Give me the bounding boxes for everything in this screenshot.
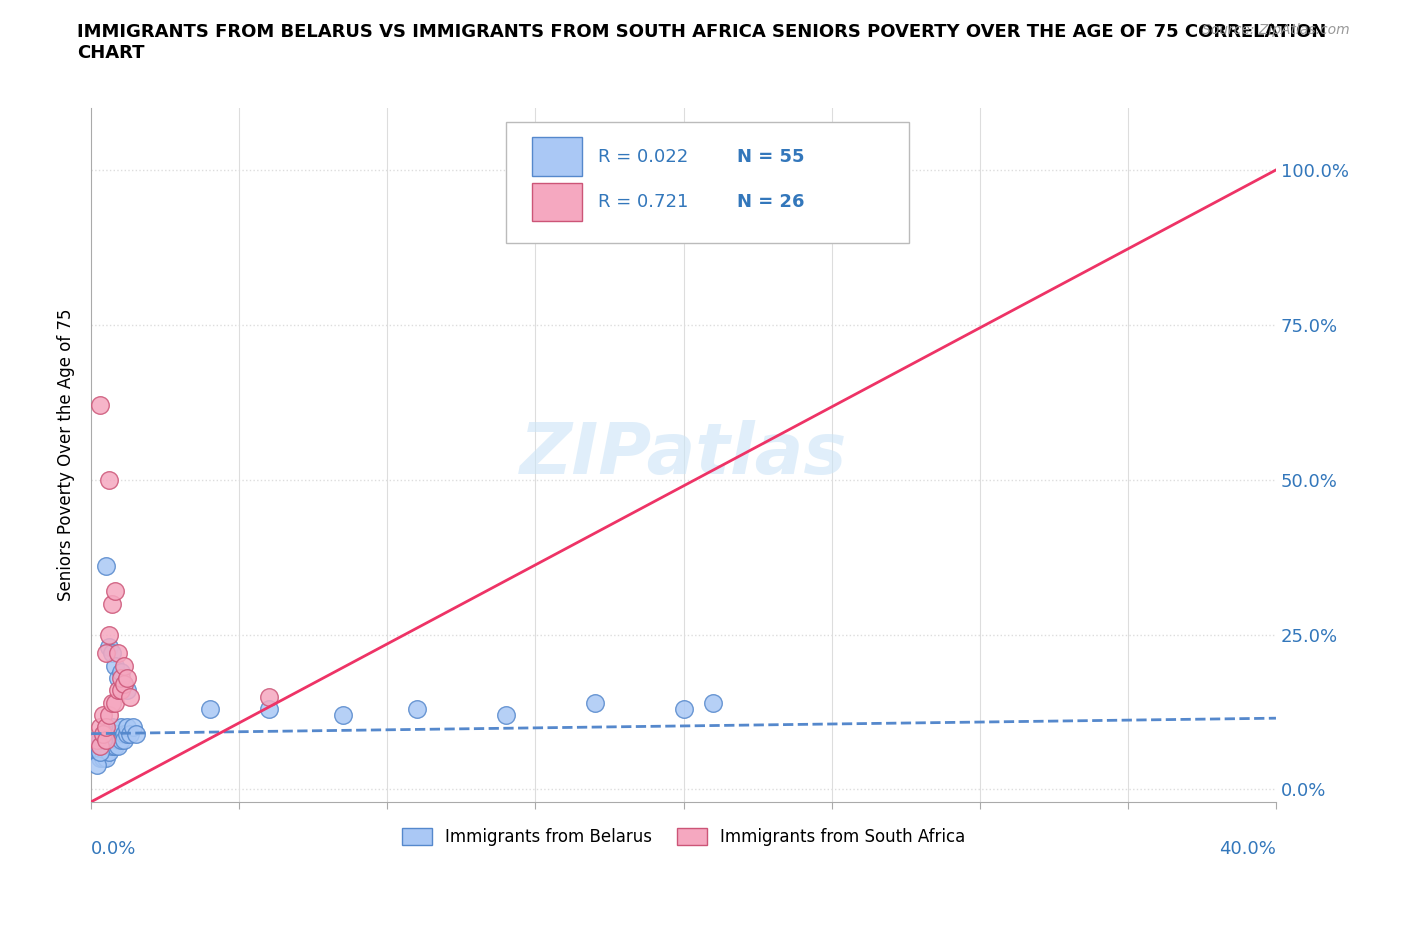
Point	[110, 683, 132, 698]
Text: Source: ZipAtlas.com: Source: ZipAtlas.com	[1202, 23, 1350, 37]
Text: N = 26: N = 26	[737, 193, 804, 211]
Point	[97, 733, 120, 748]
Point	[107, 733, 129, 748]
Point	[495, 708, 517, 723]
Point	[94, 738, 117, 753]
Point	[89, 751, 111, 766]
Point	[89, 745, 111, 760]
Point	[91, 733, 114, 748]
Point	[104, 584, 127, 599]
Bar	[531, 182, 582, 220]
Point	[104, 696, 127, 711]
Point	[672, 701, 695, 716]
Text: ZIPatlas: ZIPatlas	[520, 420, 848, 489]
Point	[107, 671, 129, 685]
Text: IMMIGRANTS FROM BELARUS VS IMMIGRANTS FROM SOUTH AFRICA SENIORS POVERTY OVER THE: IMMIGRANTS FROM BELARUS VS IMMIGRANTS FR…	[77, 23, 1327, 62]
Point	[332, 708, 354, 723]
Point	[198, 701, 221, 716]
Bar	[531, 138, 582, 176]
Point	[91, 708, 114, 723]
FancyBboxPatch shape	[506, 122, 908, 244]
Point	[97, 726, 120, 741]
Point	[91, 738, 114, 753]
Point	[104, 733, 127, 748]
Point	[97, 738, 120, 753]
Point	[702, 696, 724, 711]
Point	[101, 596, 124, 611]
Text: N = 55: N = 55	[737, 148, 804, 166]
Point	[89, 738, 111, 753]
Point	[115, 671, 138, 685]
Point	[91, 726, 114, 741]
Text: R = 0.721: R = 0.721	[598, 193, 689, 211]
Text: 0.0%: 0.0%	[91, 840, 136, 858]
Point	[94, 745, 117, 760]
Point	[94, 733, 117, 748]
Point	[94, 645, 117, 660]
Point	[94, 720, 117, 735]
Point	[110, 664, 132, 679]
Point	[124, 726, 146, 741]
Point	[94, 733, 117, 748]
Point	[107, 683, 129, 698]
Point	[89, 733, 111, 748]
Text: 40.0%: 40.0%	[1219, 840, 1277, 858]
Point	[112, 726, 135, 741]
Point	[115, 720, 138, 735]
Point	[97, 627, 120, 642]
Point	[97, 640, 120, 655]
Point	[91, 733, 114, 748]
Point	[118, 689, 141, 704]
Point	[115, 726, 138, 741]
Point	[107, 726, 129, 741]
Point	[97, 745, 120, 760]
Point	[101, 696, 124, 711]
Point	[121, 720, 143, 735]
Point	[101, 738, 124, 753]
Point	[89, 720, 111, 735]
Point	[104, 738, 127, 753]
Point	[101, 726, 124, 741]
Point	[118, 726, 141, 741]
Point	[101, 720, 124, 735]
Point	[107, 738, 129, 753]
Point	[97, 708, 120, 723]
Point	[112, 658, 135, 673]
Point	[94, 559, 117, 574]
Point	[91, 726, 114, 741]
Point	[257, 701, 280, 716]
Point	[94, 751, 117, 766]
Point	[110, 671, 132, 685]
Point	[115, 683, 138, 698]
Point	[89, 398, 111, 413]
Point	[86, 757, 108, 772]
Point	[104, 658, 127, 673]
Point	[101, 733, 124, 748]
Point	[257, 689, 280, 704]
Point	[89, 738, 111, 753]
Point	[583, 696, 606, 711]
Y-axis label: Seniors Poverty Over the Age of 75: Seniors Poverty Over the Age of 75	[58, 309, 75, 601]
Point	[101, 645, 124, 660]
Point	[97, 472, 120, 487]
Point	[110, 733, 132, 748]
Point	[107, 645, 129, 660]
Legend: Immigrants from Belarus, Immigrants from South Africa: Immigrants from Belarus, Immigrants from…	[395, 821, 972, 853]
Point	[110, 720, 132, 735]
Point	[112, 677, 135, 692]
Text: R = 0.022: R = 0.022	[598, 148, 689, 166]
Point	[86, 733, 108, 748]
Point	[112, 677, 135, 692]
Point	[406, 701, 429, 716]
Point	[880, 163, 903, 178]
Point	[112, 733, 135, 748]
Point	[89, 745, 111, 760]
Point	[104, 726, 127, 741]
Point	[91, 751, 114, 766]
Point	[86, 745, 108, 760]
